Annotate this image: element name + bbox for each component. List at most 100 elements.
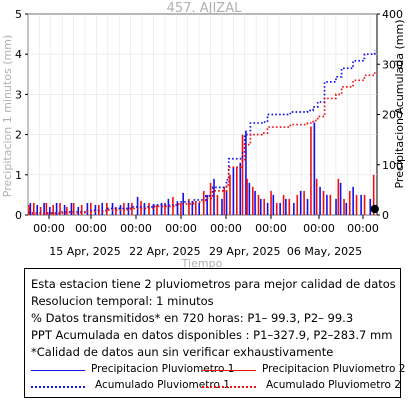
bar-1 — [55, 202, 58, 215]
info-line-quality: *Calidad de datos aun sin verificar exha… — [31, 345, 334, 359]
bar-1 — [191, 200, 194, 215]
bar-2 — [180, 202, 182, 215]
bar-1 — [198, 202, 200, 215]
bar-1 — [266, 202, 269, 215]
legend-swatch-cum-1 — [31, 386, 85, 388]
bar-1 — [213, 178, 215, 215]
bar-2 — [172, 196, 174, 215]
bar-2 — [156, 204, 158, 215]
bar-2 — [337, 178, 340, 215]
bar-1 — [306, 198, 309, 215]
bar-1 — [43, 202, 45, 215]
bar-1 — [70, 202, 73, 215]
bar-2 — [322, 190, 325, 215]
y-right-tick-label: 300 — [382, 58, 403, 71]
bar-2 — [52, 204, 54, 215]
bar-1 — [167, 198, 170, 215]
info-legend-box: Esta estacion tiene 2 pluviometros para … — [24, 268, 405, 398]
y-right-tick-label: 200 — [382, 109, 403, 122]
bar-2 — [72, 202, 75, 215]
x-tick-time-label: 00:00 — [165, 222, 197, 235]
x-tick-date-label: 06 May, 2025 — [287, 245, 362, 258]
bar-2 — [236, 166, 238, 215]
bar-2 — [363, 194, 366, 215]
bar-1 — [225, 190, 228, 215]
bar-2 — [303, 190, 305, 215]
bar-2 — [164, 202, 166, 215]
bar-1 — [279, 202, 281, 215]
legend-label-cum-1: Acumulado Pluviometro 1 — [95, 379, 230, 391]
bar-1 — [206, 194, 208, 215]
chart-svg: 457. AJIZAL 0 1 2 3 4 5 0 100 200 300 400 00:00 00:0… — [1, 1, 406, 268]
chart-title: 457. AJIZAL — [167, 1, 242, 16]
bar-2 — [131, 202, 133, 215]
x-tick-time-label: 00:00 — [303, 222, 335, 235]
bar-1 — [48, 206, 51, 215]
bar-2 — [216, 194, 219, 215]
bar-2 — [90, 202, 92, 215]
x-tick-time-label: 00:00 — [120, 222, 152, 235]
bar-2 — [202, 190, 205, 215]
bar-1 — [313, 122, 316, 215]
bar-1 — [152, 204, 155, 215]
bar-1 — [272, 194, 275, 215]
legend-label-precip-1: Precipitacion Pluviometro 1 — [91, 363, 235, 375]
bar-1 — [29, 202, 32, 215]
x-tick-time-label: 00:00 — [347, 222, 379, 235]
x-tick-time-label: 00:00 — [210, 222, 242, 235]
bar-2 — [257, 194, 260, 215]
y-left-tick-label: 3 — [15, 88, 22, 101]
bar-2 — [188, 198, 190, 215]
bar-2 — [343, 198, 345, 215]
bar-2 — [59, 202, 61, 215]
x-axis-label: Tiempo — [181, 257, 223, 268]
legend-label-cum-2: Acumulado Pluviometro 2 — [266, 379, 401, 391]
bar-2 — [45, 202, 48, 215]
y-left-tick-label: 4 — [15, 48, 22, 61]
bar-series — [28, 122, 375, 215]
x-tick-date-label: 29 Apr, 2025 — [209, 245, 281, 258]
bar-1 — [77, 206, 80, 215]
bar-1 — [101, 202, 104, 215]
legend-label-precip-2: Precipitacion Pluviometro 2 — [262, 363, 406, 375]
info-line-stations: Esta estacion tiene 2 pluviometros para … — [31, 277, 396, 291]
bar-1 — [86, 202, 89, 215]
bar-2 — [229, 174, 231, 215]
bar-1 — [360, 194, 362, 215]
bar-2 — [310, 126, 312, 215]
bar-2 — [39, 206, 42, 215]
y-left-tick-label: 2 — [15, 129, 22, 142]
bar-1 — [326, 194, 328, 215]
bar-2 — [194, 200, 197, 215]
bar-2 — [348, 190, 351, 215]
y-left-tick-label: 0 — [15, 209, 22, 222]
bar-1 — [136, 196, 139, 215]
y-left-tick-label: 5 — [15, 8, 22, 21]
bar-1 — [345, 202, 348, 215]
bar-2 — [66, 206, 68, 215]
bar-1 — [160, 202, 163, 215]
info-line-resolution: Resolucion temporal: 1 minutos — [31, 294, 214, 308]
bar-2 — [115, 206, 117, 215]
bar-2 — [288, 198, 291, 215]
y-right-tick-label: 100 — [382, 159, 403, 172]
info-line-transmitted: % Datos transmitidos* en 720 horas: P1– … — [31, 311, 354, 325]
bar-1 — [299, 190, 302, 215]
bar-2 — [123, 202, 125, 215]
bar-1 — [352, 186, 354, 215]
cumulative-series — [28, 50, 376, 215]
bar-2 — [270, 190, 272, 215]
bar-1 — [259, 198, 262, 215]
bar-1 — [339, 182, 342, 215]
bar-1 — [176, 202, 179, 215]
bar-2 — [33, 202, 35, 215]
bar-1 — [248, 182, 251, 215]
bar-2 — [329, 194, 332, 215]
bar-1 — [239, 162, 242, 215]
legend-swatch-cum-2 — [202, 386, 256, 388]
y-right-tick-label: 0 — [382, 209, 389, 222]
bar-2 — [282, 194, 285, 215]
bar-1 — [111, 202, 114, 215]
bar-1 — [285, 198, 287, 215]
